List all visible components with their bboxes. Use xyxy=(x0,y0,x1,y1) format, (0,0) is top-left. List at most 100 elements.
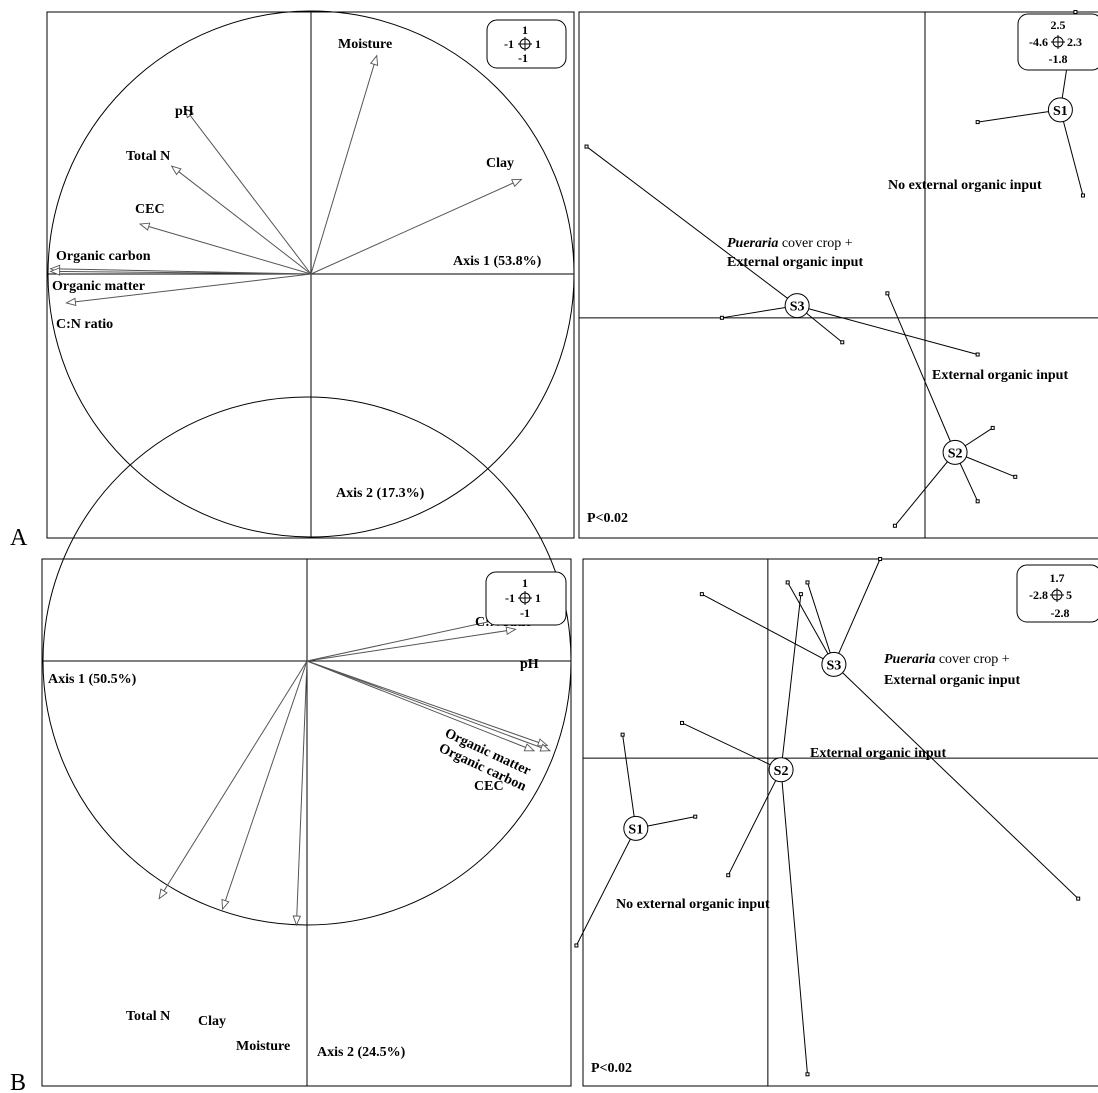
scale-right: 1 xyxy=(535,591,541,605)
sample-point xyxy=(785,580,790,585)
sample-point xyxy=(975,120,980,125)
axis-1-label: Axis 1 (53.8%) xyxy=(453,254,542,269)
star-line xyxy=(977,109,1061,123)
variable-label: Total N xyxy=(126,1009,170,1024)
centroid-label: S2 xyxy=(948,446,963,461)
crosshair-icon xyxy=(1050,588,1064,602)
sample-point xyxy=(1013,474,1018,479)
variable-label: Moisture xyxy=(338,37,392,52)
star-line xyxy=(575,828,637,946)
sample-point xyxy=(805,1072,810,1077)
scale-top: 1 xyxy=(522,576,528,590)
variable-arrow xyxy=(292,660,308,927)
variable-arrow xyxy=(170,165,312,275)
panel-a-right-frame xyxy=(578,11,1098,539)
sample-point xyxy=(878,557,883,561)
variable-arrow xyxy=(138,222,312,275)
scale-top: 1 xyxy=(522,23,528,37)
group-centroid xyxy=(1047,97,1073,123)
sample-point xyxy=(584,144,589,149)
scale-right: 5 xyxy=(1066,588,1072,602)
sample-point xyxy=(1076,896,1081,901)
scale-top: 1.7 xyxy=(1050,571,1065,585)
sample-point xyxy=(699,592,704,597)
star-line xyxy=(807,582,835,665)
variable-arrow xyxy=(158,660,308,900)
group-label: No external organic input xyxy=(888,178,1042,193)
group-label: No external organic input xyxy=(616,897,770,912)
axis-2-label: Axis 2 (17.3%) xyxy=(336,486,425,501)
variable-arrow xyxy=(310,178,523,275)
centroid-label: S3 xyxy=(826,658,841,673)
scale-left: -1 xyxy=(505,591,515,605)
centroid-label: S1 xyxy=(1053,104,1068,119)
star-line xyxy=(721,305,798,319)
variable-label: Moisture xyxy=(236,1039,290,1054)
variable-arrow xyxy=(306,660,549,747)
sample-point xyxy=(1080,193,1085,198)
sample-point xyxy=(975,352,980,357)
variable-arrow xyxy=(306,660,552,752)
scale-right: 2.3 xyxy=(1067,35,1082,49)
panel-b-right-scale: 1.7 -2.8 5 -2.8 xyxy=(1016,564,1098,623)
group-label: Pueraria cover crop + xyxy=(727,236,853,251)
group-centroid xyxy=(942,439,968,465)
variable-label: pH xyxy=(520,657,539,672)
variable-label: Total N xyxy=(126,149,170,164)
panel-a-left-scale: 1 -1 1 -1 xyxy=(486,19,567,69)
star-line xyxy=(787,582,835,665)
star-line xyxy=(622,734,637,829)
scale-bottom: -1.8 xyxy=(1049,52,1068,66)
panel-letter-a: A xyxy=(10,525,28,551)
variable-arrow xyxy=(310,54,379,275)
variable-label: Organic carbon xyxy=(56,249,151,264)
sample-point xyxy=(840,340,845,345)
star-line xyxy=(727,769,782,876)
star-line xyxy=(780,594,802,770)
star-line xyxy=(1059,109,1084,196)
sample-point xyxy=(1073,10,1078,14)
group-centroid xyxy=(784,293,810,319)
group-label-line-2: External organic input xyxy=(727,255,863,270)
group-centroid xyxy=(768,757,794,783)
star-line xyxy=(894,452,956,527)
scale-box xyxy=(1016,564,1098,623)
star-line xyxy=(701,593,835,665)
sample-point xyxy=(885,291,890,296)
star-line xyxy=(833,558,881,665)
crosshair-icon xyxy=(518,591,532,605)
scale-bottom: -1 xyxy=(518,51,528,65)
crosshair-icon xyxy=(1051,35,1065,49)
scale-left: -2.8 xyxy=(1029,588,1048,602)
centroid-label: S3 xyxy=(790,300,805,315)
significance-label: P<0.02 xyxy=(587,511,628,526)
sample-point xyxy=(798,592,803,597)
variable-label: Organic matter xyxy=(52,279,145,294)
sample-point xyxy=(574,943,579,948)
scale-left: -4.6 xyxy=(1029,35,1048,49)
variable-arrow xyxy=(184,107,312,275)
star-line xyxy=(780,769,808,1075)
sample-point xyxy=(680,720,685,725)
sample-point xyxy=(719,315,724,320)
star-line xyxy=(586,146,798,306)
group-label: External organic input xyxy=(932,368,1068,383)
variable-label: pH xyxy=(175,104,194,119)
scale-top: 2.5 xyxy=(1051,18,1066,32)
variable-label: C:N ratio xyxy=(56,317,113,332)
star-line xyxy=(681,722,782,771)
sample-point xyxy=(805,580,810,585)
panel-a-right-scale: 2.5 -4.6 2.3 -1.8 xyxy=(1017,13,1098,71)
panel-b-left-scale: 1 -1 1 -1 xyxy=(485,571,567,626)
centroid-label: S1 xyxy=(628,822,643,837)
axis-1-label: Axis 1 (50.5%) xyxy=(48,672,137,687)
variable-arrow xyxy=(49,267,312,276)
panel-a-group-plot: S1 No external organic input S3 Pueraria co… xyxy=(578,10,1098,539)
sample-point xyxy=(726,873,731,878)
axis-2-label: Axis 2 (24.5%) xyxy=(317,1045,406,1060)
group-label: Pueraria cover crop + xyxy=(884,652,1010,667)
crosshair-icon xyxy=(518,37,532,51)
group-centroid xyxy=(821,651,847,677)
